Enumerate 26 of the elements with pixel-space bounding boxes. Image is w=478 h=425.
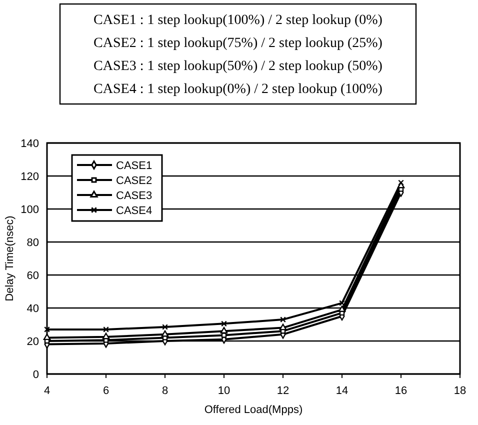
text: CASE1 : 1 step lookup(100%) / 2 step lookup (0%) [94,13,383,28]
text: CASE2 : 1 step lookup(75%) / 2 step lookup (25%) [94,36,383,51]
x-tick-label: 14 [336,385,348,397]
y-tick-label: 40 [26,302,39,315]
y-tick-label: 60 [26,270,39,282]
legend-label: CASE4 [116,204,152,217]
y-tick-label: 100 [20,204,39,216]
y-tick-label: 140 [20,138,39,150]
legend-label: CASE2 [116,174,152,187]
x-tick-label: 6 [102,385,110,397]
y-tick-label: 80 [26,236,39,249]
x-tick-label: 16 [394,385,408,397]
y-axis-title: Delay Time(nsec) [4,216,16,302]
text: CASE4 : 1 step lookup(0%) / 2 step lookup (100%) [94,82,383,97]
text: CASE3 : 1 step lookup(50%) / 2 step lookup (50%) [94,59,383,74]
legend-label: CASE1 [116,160,152,172]
x-tick-label: 4 [44,385,50,397]
y-tick-label: 20 [26,336,39,348]
x-tick-label: 8 [162,385,168,397]
x-tick-label: 12 [276,385,290,397]
x-tick-label: 18 [454,385,466,397]
legend-label: CASE3 [116,190,152,202]
x-axis-title: Offered Load(Mpps) [204,404,303,416]
y-tick-label: 0 [32,368,39,381]
y-tick-label: 120 [20,170,39,183]
x-tick-label: 10 [218,385,230,397]
